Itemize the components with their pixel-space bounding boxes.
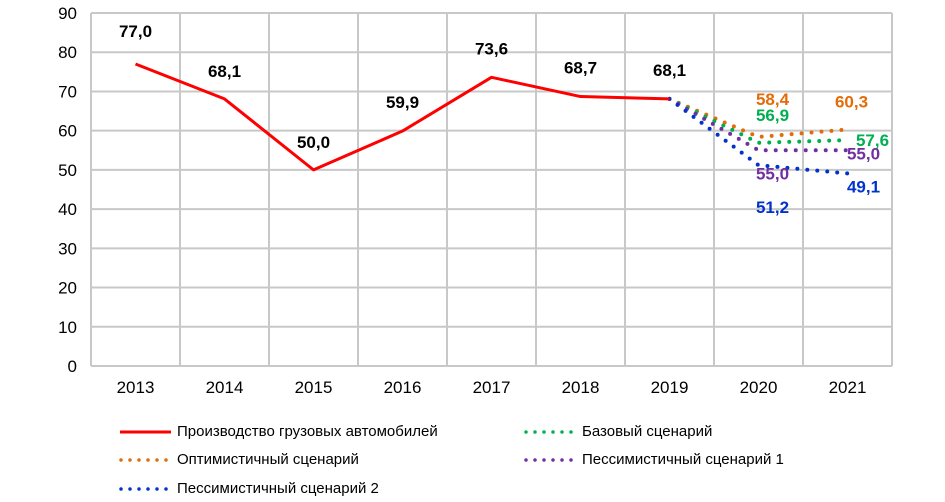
y-tick-label: 90: [58, 4, 77, 23]
data-label: 55,0: [756, 164, 789, 183]
x-tick-label: 2017: [473, 378, 511, 397]
y-tick-label: 50: [58, 161, 77, 180]
data-labels: 77,0 68,1 50,0 59,9 73,6 68,7 68,1 56,9 57,6 58,4…: [119, 22, 889, 217]
data-label: 68,7: [564, 59, 597, 78]
x-tick-label: 2016: [384, 378, 422, 397]
series-lines: [134, 62, 850, 176]
y-axis: 0 10 20 30 40 50 60 70 80 90: [58, 4, 77, 376]
data-label: 68,1: [208, 62, 241, 81]
x-tick-label: 2013: [117, 378, 155, 397]
x-tick-label: 2015: [295, 378, 333, 397]
y-tick-label: 30: [58, 239, 77, 258]
y-tick-label: 70: [58, 82, 77, 101]
series-line: [667, 96, 850, 176]
y-tick-label: 60: [58, 122, 77, 141]
series-line: [134, 62, 670, 172]
x-tick-label: 2020: [740, 378, 778, 397]
data-label: 56,9: [756, 106, 789, 125]
data-label: 77,0: [119, 22, 152, 41]
x-tick-label: 2021: [829, 378, 867, 397]
y-tick-label: 40: [58, 200, 77, 219]
data-label: 55,0: [847, 144, 880, 163]
data-label: 58,4: [756, 90, 790, 109]
x-axis: 2013 2014 2015 2016 2017 2018 2019 2020 2021: [117, 378, 867, 397]
data-label: 73,6: [475, 39, 508, 58]
y-tick-label: 20: [58, 279, 77, 298]
data-label: 68,1: [653, 61, 686, 80]
data-label: 50,0: [297, 133, 330, 152]
series-line: [667, 96, 850, 145]
data-label: 51,2: [756, 198, 789, 217]
data-label: 57,6: [856, 131, 889, 150]
y-tick-label: 0: [68, 357, 77, 376]
data-label: 49,1: [847, 177, 880, 196]
gridlines: [90, 12, 893, 367]
x-tick-label: 2019: [651, 378, 689, 397]
data-label: 59,9: [386, 93, 419, 112]
y-tick-label: 10: [58, 318, 77, 337]
x-tick-label: 2018: [562, 378, 600, 397]
y-tick-label: 80: [58, 43, 77, 62]
x-tick-label: 2014: [206, 378, 244, 397]
data-label: 60,3: [835, 92, 868, 111]
